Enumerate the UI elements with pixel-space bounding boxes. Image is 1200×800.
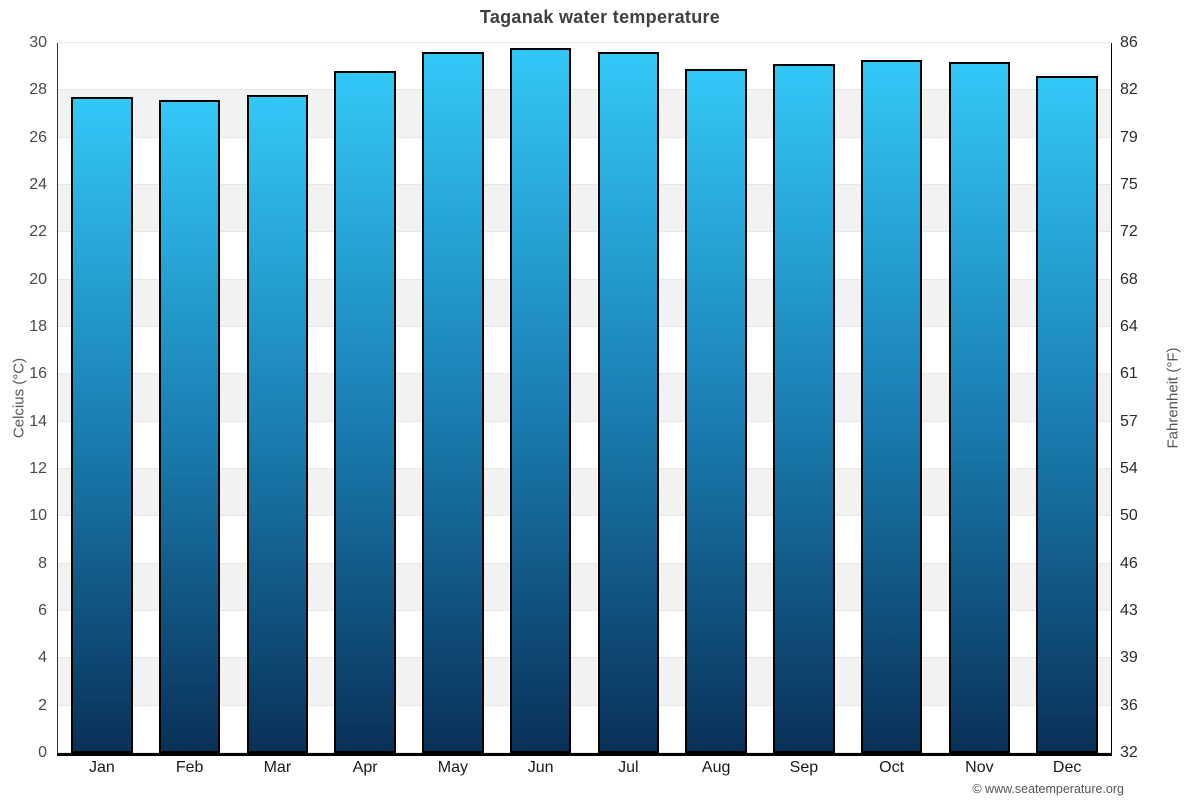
y-tick-label-c-10: 10 [29, 507, 47, 525]
x-tick-label-aug: Aug [701, 759, 731, 776]
x-tick-label-oct: Oct [879, 759, 905, 776]
plot-band [58, 469, 1111, 517]
plot-band [58, 611, 1111, 659]
x-axis-labels: Jan Feb Mar Apr May Jun Jul Aug Sep Oct Nov Dec [58, 759, 1111, 781]
gridline [58, 89, 1111, 91]
y-tick-label-f-36: 36 [1120, 696, 1138, 714]
plot-band [58, 279, 1111, 327]
x-tick-label-apr: Apr [352, 759, 378, 776]
plot-band [58, 185, 1111, 233]
gridline [58, 610, 1111, 611]
y-tick-label-c-20: 20 [29, 270, 47, 288]
y-tick-label-f-79: 79 [1120, 128, 1138, 146]
gridline [58, 278, 1111, 280]
y-tick-label-f-64: 64 [1120, 318, 1138, 335]
gridline [58, 420, 1111, 422]
plot-band [58, 421, 1111, 469]
plot-band [58, 374, 1111, 422]
plot-band [58, 137, 1111, 185]
plot-band [58, 563, 1111, 611]
y-tick-label-c-22: 22 [29, 223, 47, 241]
x-tick-label-nov: Nov [965, 759, 994, 776]
y-tick-label-c-0: 0 [38, 744, 47, 761]
y-tick-label-f-75: 75 [1120, 176, 1138, 193]
y-tick-label-f-61: 61 [1120, 365, 1138, 383]
bar-jan[interactable] [71, 97, 133, 753]
y-tick-label-f-46: 46 [1120, 554, 1138, 572]
bar-jul[interactable] [597, 52, 660, 753]
bar-dec[interactable] [1036, 76, 1098, 753]
gridline [58, 752, 1111, 753]
bar-oct[interactable] [860, 59, 923, 753]
bar-may[interactable] [422, 52, 484, 753]
y-tick-label-c-16: 16 [29, 365, 47, 383]
plot-band [58, 516, 1111, 564]
chart-title: Taganak water temperature [479, 7, 721, 27]
y-tick-label-c-28: 28 [29, 81, 47, 99]
y-tick-label-c-24: 24 [29, 176, 47, 193]
gridline [58, 515, 1111, 517]
plot-band [58, 705, 1111, 753]
x-tick-label-sep: Sep [789, 759, 819, 776]
y-tick-label-c-8: 8 [38, 554, 47, 572]
gridline [58, 231, 1111, 233]
bar-nov[interactable] [948, 61, 1011, 753]
y-tick-label-c-12: 12 [29, 460, 47, 477]
y-tick-label-c-2: 2 [38, 696, 47, 714]
y-tick-label-f-82: 82 [1120, 81, 1138, 99]
y-tick-label-c-14: 14 [29, 412, 47, 430]
bar-apr[interactable] [334, 71, 396, 753]
plot-band [58, 658, 1111, 706]
x-tick-label-jul: Jul [618, 759, 639, 776]
bar-aug[interactable] [685, 69, 747, 753]
bar-sep[interactable] [773, 64, 835, 753]
y-tick-label-c-4: 4 [38, 649, 47, 667]
y-tick-label-c-18: 18 [29, 318, 47, 335]
y-tick-label-f-86: 86 [1120, 34, 1138, 51]
gridline [58, 657, 1111, 659]
gridline [58, 42, 1111, 43]
plot-band [58, 327, 1111, 375]
gridline [58, 468, 1111, 469]
gridline [58, 136, 1111, 138]
y-tick-label-f-68: 68 [1120, 270, 1138, 288]
gridline [58, 562, 1111, 564]
copyright-link[interactable]: © www.seatemperature.org [972, 782, 1124, 796]
plot-band [58, 90, 1111, 138]
x-tick-label-mar: Mar [263, 759, 292, 776]
x-tick-label-may: May [437, 759, 468, 776]
bar-jun[interactable] [509, 47, 572, 753]
plot-band [58, 232, 1111, 280]
y-tick-label-c-30: 30 [29, 34, 47, 51]
y-tick-label-f-54: 54 [1120, 460, 1138, 477]
gridline [58, 704, 1111, 706]
y-tick-label-c-6: 6 [38, 602, 47, 619]
x-tick-label-jan: Jan [88, 759, 115, 776]
x-tick-label-jun: Jun [527, 759, 554, 776]
plot-area [57, 42, 1112, 756]
gridline [58, 326, 1111, 327]
y-tick-label-f-57: 57 [1120, 412, 1138, 430]
y-tick-label-f-50: 50 [1120, 507, 1138, 525]
y-tick-label-f-39: 39 [1120, 649, 1138, 667]
y-tick-label-f-43: 43 [1120, 602, 1138, 619]
x-tick-label-dec: Dec [1052, 759, 1082, 776]
y-axis-title-fahrenheit: Fahrenheit (°F) [1164, 347, 1182, 449]
y-tick-label-c-26: 26 [29, 128, 47, 146]
y-tick-label-f-32: 32 [1120, 744, 1138, 761]
gridline [58, 184, 1111, 185]
bar-mar[interactable] [246, 95, 309, 753]
plot-band [58, 43, 1111, 91]
y-tick-label-f-72: 72 [1120, 223, 1138, 241]
x-tick-label-feb: Feb [175, 759, 204, 776]
bar-feb[interactable] [158, 99, 221, 753]
gridline [58, 373, 1111, 375]
